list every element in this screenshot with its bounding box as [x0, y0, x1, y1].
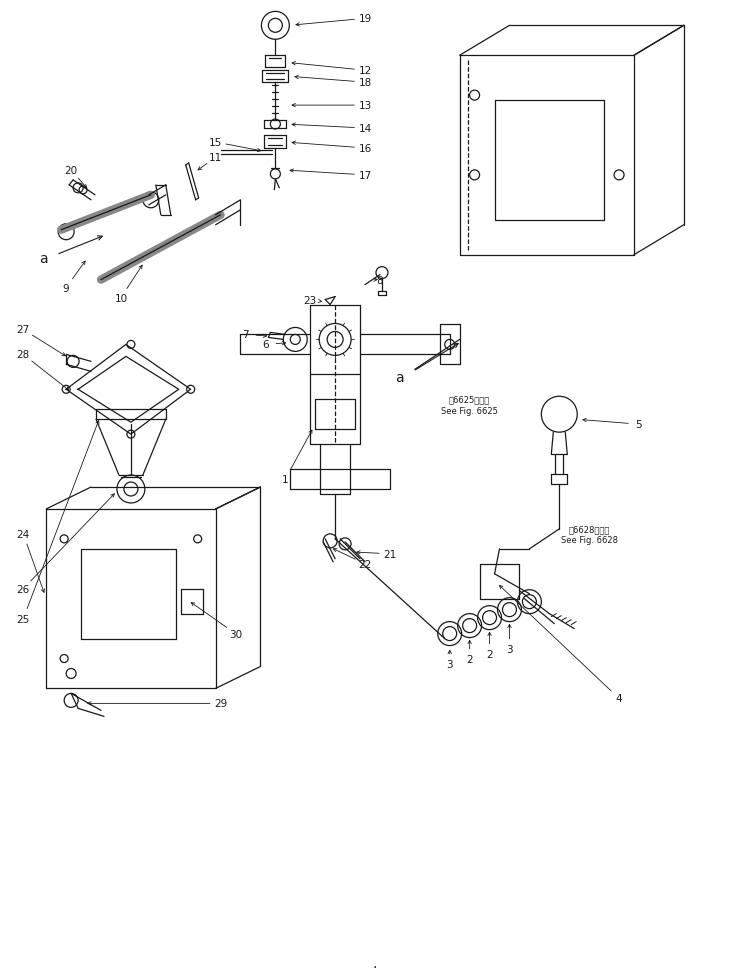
Text: 29: 29 — [214, 699, 227, 708]
Text: 21: 21 — [383, 549, 397, 559]
Text: 3: 3 — [506, 644, 513, 654]
Text: 20: 20 — [65, 166, 78, 176]
Text: a: a — [395, 371, 404, 385]
Text: 9: 9 — [63, 283, 69, 293]
Text: .: . — [373, 956, 377, 969]
Text: 24: 24 — [16, 530, 30, 539]
Text: 14: 14 — [358, 124, 372, 134]
Text: 17: 17 — [358, 171, 372, 181]
Text: 10: 10 — [114, 293, 128, 303]
Text: 13: 13 — [358, 101, 372, 111]
Text: 28: 28 — [16, 350, 30, 360]
Text: 图6628图参见: 图6628图参见 — [568, 525, 610, 533]
Text: 11: 11 — [209, 152, 222, 163]
Text: 6: 6 — [262, 340, 269, 350]
Text: 8: 8 — [377, 276, 383, 285]
Text: 25: 25 — [16, 614, 30, 624]
Text: 18: 18 — [358, 78, 372, 88]
Text: 16: 16 — [358, 144, 372, 153]
Text: 30: 30 — [229, 629, 242, 639]
Text: 7: 7 — [242, 330, 249, 340]
Text: 图6625图参见: 图6625图参见 — [449, 396, 490, 404]
Text: 2: 2 — [467, 654, 473, 663]
Text: 12: 12 — [358, 66, 372, 76]
Text: See Fig. 6628: See Fig. 6628 — [561, 535, 617, 545]
Text: 22: 22 — [358, 559, 372, 570]
Text: 5: 5 — [636, 420, 642, 430]
Text: 2: 2 — [486, 649, 493, 658]
Text: 19: 19 — [358, 15, 372, 24]
Text: 3: 3 — [447, 658, 453, 669]
Text: 27: 27 — [16, 325, 30, 335]
Text: 4: 4 — [616, 694, 623, 703]
Text: 26: 26 — [16, 584, 30, 594]
Text: 1: 1 — [282, 475, 288, 485]
Text: 23: 23 — [304, 295, 317, 305]
Text: See Fig. 6625: See Fig. 6625 — [441, 406, 498, 415]
Text: a: a — [39, 251, 48, 266]
Text: 15: 15 — [209, 138, 222, 148]
